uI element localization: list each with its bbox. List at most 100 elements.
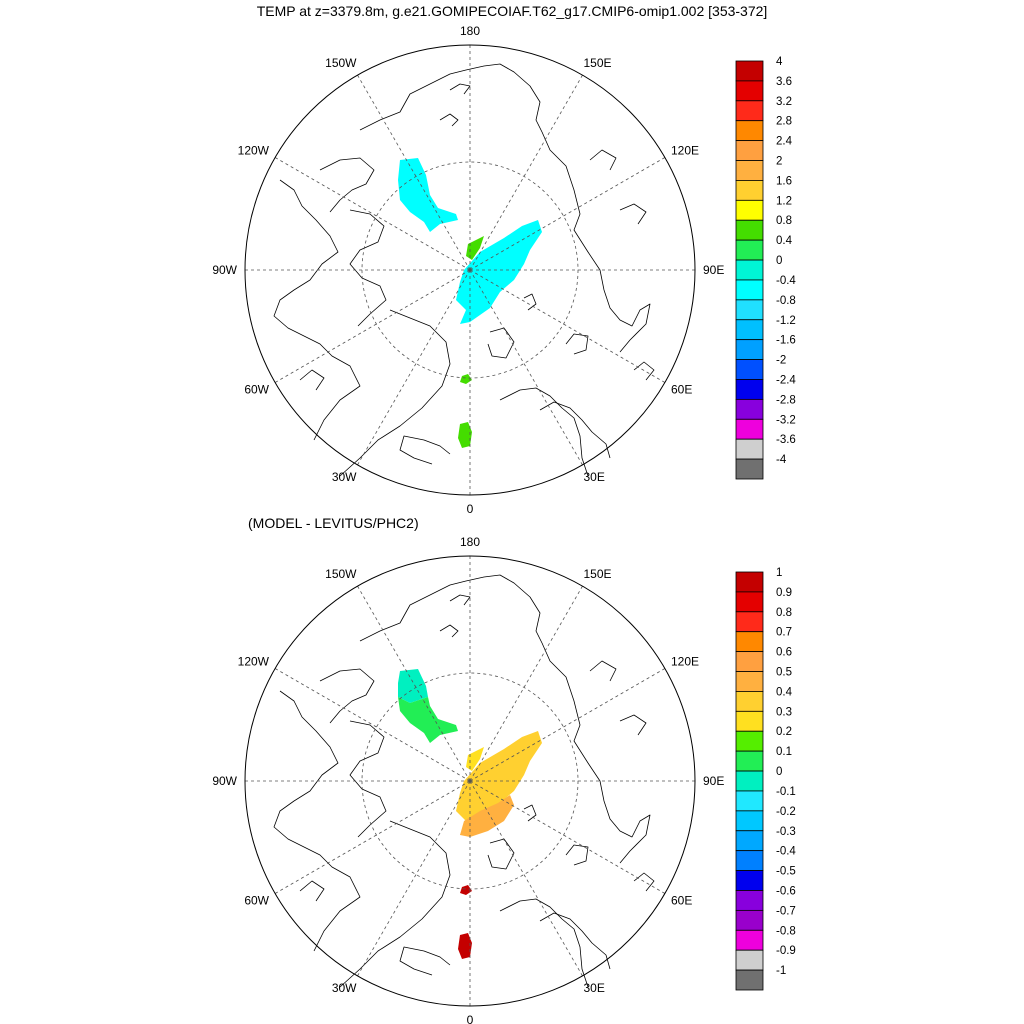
colorbar-label: 3.6 [776,76,792,88]
colorbar-label: -0.8 [776,925,796,937]
panel-difference: 180 150E 120E 90E 60E 30E 0 30W 60W 90W 120W 150W 1 0… [212,535,796,1024]
colorbar-box [735,790,764,812]
colorbar-label: 1 [776,567,782,579]
meridian [469,780,666,894]
coastline [499,898,589,988]
coastlines [273,63,655,477]
coastline [589,660,617,682]
colorbar-box [735,160,764,181]
field-region [460,795,514,837]
coastline [439,624,459,638]
colorbar-box [735,299,764,321]
meridian [274,157,471,271]
colorbar-box [735,140,764,161]
longitude-label: 60W [244,383,269,397]
longitude-label: 150W [325,56,357,70]
colorbar-label: 4 [776,56,783,68]
colorbar-label: 0.9 [776,587,792,599]
colorbar-box [735,770,764,792]
meridian [357,780,471,977]
colorbar-label: 0 [776,255,782,267]
coastline [349,209,387,327]
coastline [589,149,617,171]
colorbar-box [735,100,764,122]
colorbar-label: -4 [776,454,787,466]
colorbar-label: 0.5 [776,667,792,679]
colorbar-label: -0.9 [776,945,796,957]
coastline [487,838,515,870]
colorbar-label: 0.3 [776,706,792,718]
coastlines [273,574,655,988]
longitude-label: 0 [467,1013,474,1024]
coastline [523,804,537,822]
colorbar-label: 1.6 [776,175,792,187]
coastline [439,113,459,127]
field-region [466,747,484,771]
coastline [359,574,651,864]
colorbar-box [735,458,764,480]
colorbar-box [735,80,764,102]
coastline [539,912,611,970]
colorbar-label: -2.4 [776,375,796,387]
panel-model: 180 150E 120E 90E 60E 30E 0 30W 60W 90W 120W 150W 4 3… [212,24,796,516]
field-region [458,422,472,448]
colorbar-box [735,60,764,82]
colorbar-label: -0.4 [776,275,796,287]
coastline [273,690,361,952]
longitude-label: 150E [584,56,612,70]
colorbar-box [735,909,764,931]
colorbar-label: -1.2 [776,315,796,327]
colorbar-label: 0.4 [776,686,793,698]
colorbar-box [735,710,764,732]
colorbar: 1 0.9 0.8 0.7 0.6 0.5 0.4 0.3 0.2 0.1 0 -0.1 -0.2 -0.… [735,567,796,991]
coastline [523,293,537,311]
colorbar-box [735,359,764,380]
longitude-label: 30W [332,981,357,995]
colorbar-box [735,239,764,261]
colorbar-label: -0.8 [776,295,796,307]
coastline [539,401,611,459]
field-region [398,697,458,743]
colorbar-box [735,969,764,991]
field-region [398,669,428,703]
coastline [273,179,361,441]
coastline [487,327,515,359]
longitude-label: 60W [244,894,269,908]
colorbar-box [735,750,764,772]
longitude-label: 120W [238,144,270,158]
figure-subtitle: (MODEL - LEVITUS/PHC2) [248,515,419,531]
coastline [349,720,387,838]
colorbar-box [735,691,764,712]
longitude-label: 30E [584,981,605,995]
colorbar-label: -3.2 [776,414,796,426]
field-region [398,158,458,232]
field-region [458,933,472,959]
field-region [460,374,472,384]
colorbar-label: 1.2 [776,195,792,207]
meridian [274,668,471,782]
meridian [469,269,666,383]
polar-map: 180 150E 120E 90E 60E 30E 0 30W 60W 90W 120W 150W [212,24,724,516]
colorbar-box [735,438,764,460]
colorbar-box [735,319,764,341]
colorbar-box [735,631,764,653]
meridian [469,157,666,271]
colorbar-box [735,890,764,911]
colorbar-label: 0.1 [776,746,792,758]
colorbar-label: 0.7 [776,627,792,639]
longitude-label: 90E [703,263,724,277]
colorbar-box [735,830,764,852]
field-region [456,220,542,324]
longitude-label: 30E [584,470,605,484]
colorbar-box [735,339,764,360]
meridian [469,780,583,977]
longitude-label: 0 [467,502,474,516]
coastline [619,714,647,736]
colorbar-box [735,279,764,301]
figure-title: TEMP at z=3379.8m, g.e21.GOMIPECOIAF.T62… [257,3,768,19]
colorbar-label: 0.6 [776,647,792,659]
colorbar-label: -2 [776,355,786,367]
longitude-label: 60E [671,894,692,908]
coastline [449,83,471,95]
